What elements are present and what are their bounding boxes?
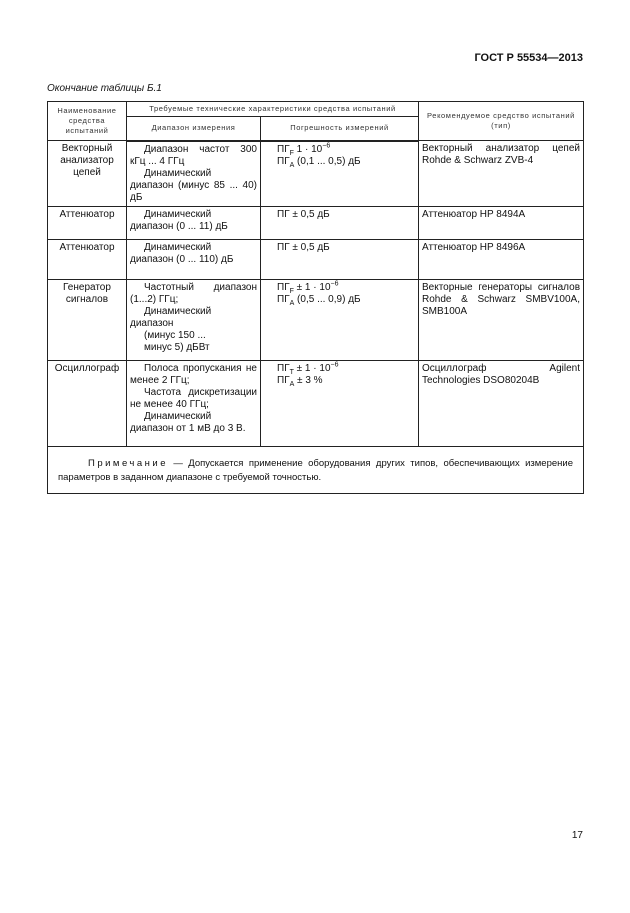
range-line: Динамический диапазон (минус 85 ... 40) …: [130, 167, 257, 203]
range-line: Динамический диапазон (0 ... 11) дБ: [130, 208, 228, 232]
standard-number: ГОСТ Р 55534—2013: [474, 52, 583, 64]
note-text: — Допускается применение оборудования др…: [58, 457, 573, 483]
recommended-equipment: Аттенюатор HP 8494A: [418, 205, 584, 240]
range-line: Частотный диапазон (1...2) ГГц;: [130, 281, 257, 305]
measurement-error: ПГ ± 0,5 дБ: [260, 205, 419, 240]
measurement-error: ПГF 1 · 10−6 ПГA (0,1 ... 0,5) дБ: [260, 140, 419, 207]
range-line: (минус 150 ...: [144, 329, 206, 341]
header-required: Требуемые технические характеристики сре…: [126, 101, 419, 117]
range-line: Динамический диапазон от 1 мВ до 3 В.: [130, 410, 246, 434]
page-number: 17: [571, 830, 583, 841]
table-note: Примечание — Допускается применение обор…: [47, 445, 584, 494]
header-name: Наименование средства испытаний: [47, 101, 127, 141]
error-line: ПГA (0,1 ... 0,5) дБ: [277, 155, 361, 169]
recommended-equipment: Аттенюатор HP 8496A: [418, 238, 584, 280]
measurement-range: Частотный диапазон (1...2) ГГц; Динамичес…: [126, 278, 261, 361]
measurement-range: Полоса пропускания не менее 2 ГГц; Частот…: [126, 359, 261, 447]
equipment-name: Аттенюатор: [47, 238, 127, 280]
error-line: ПГT ± 1 · 10−6: [277, 361, 339, 376]
error-line: ПГ ± 0,5 дБ: [277, 208, 330, 220]
header-range: Диапазон измерения: [126, 116, 261, 142]
recommended-equipment: Осциллограф Agilent Technologies DSO8020…: [418, 359, 584, 447]
measurement-range: Динамический диапазон (0 ... 110) дБ: [126, 238, 261, 280]
note-label: Примечание: [88, 457, 168, 469]
table-caption: Окончание таблицы Б.1: [47, 83, 162, 94]
range-line: Динамический диапазон (0 ... 110) дБ: [130, 241, 234, 265]
table-row: Генератор сигналов Частотный диапазон (1.…: [47, 278, 584, 361]
measurement-range: Динамический диапазон (0 ... 11) дБ: [126, 205, 261, 240]
range-line: Динамический диапазон: [130, 305, 212, 329]
error-line: ПГ ± 0,5 дБ: [277, 241, 330, 253]
equipment-name: Аттенюатор: [47, 205, 127, 240]
recommended-equipment: Векторные генераторы сигналов Rohde & Sc…: [418, 278, 584, 361]
table-row: Аттенюатор Динамический диапазон (0 ... 1…: [47, 205, 584, 240]
header-recommended: Рекомендуемое средство испытаний (тип): [418, 101, 584, 141]
error-line: ПГA (0,5 ... 0,9) дБ: [277, 293, 361, 307]
measurement-range: Диапазон частот 300 кГц ... 4 ГГц Динамич…: [126, 140, 261, 207]
equipment-name: Векторный анализатор цепей: [47, 140, 127, 207]
table-row: Векторный анализатор цепей Диапазон часто…: [47, 140, 584, 207]
table-row: Аттенюатор Динамический диапазон (0 ... 1…: [47, 238, 584, 280]
measurement-error: ПГ ± 0,5 дБ: [260, 238, 419, 280]
range-line: минус 5) дБВт: [144, 341, 210, 353]
error-line: ПГF ± 1 · 10−6: [277, 280, 339, 295]
equipment-name: Генератор сигналов: [47, 278, 127, 361]
measurement-error: ПГT ± 1 · 10−6 ПГA ± 3 %: [260, 359, 419, 447]
measurement-error: ПГF ± 1 · 10−6 ПГA (0,5 ... 0,9) дБ: [260, 278, 419, 361]
range-line: Полоса пропускания не менее 2 ГГц;: [130, 362, 257, 386]
recommended-equipment: Векторный анализатор цепей Rohde & Schwa…: [418, 140, 584, 207]
header-error: Погрешность измерений: [260, 116, 419, 142]
table-row: Осциллограф Полоса пропускания не менее 2…: [47, 359, 584, 447]
error-line: ПГF 1 · 10−6: [277, 142, 331, 157]
error-line: ПГA ± 3 %: [277, 374, 323, 388]
equipment-name: Осциллограф: [47, 359, 127, 447]
range-line: Диапазон частот 300 кГц ... 4 ГГц: [130, 143, 257, 167]
equipment-table: Наименование средства испытаний Требуемы…: [47, 101, 584, 494]
range-line: Частота дискретизации не менее 40 ГГц;: [130, 386, 257, 410]
